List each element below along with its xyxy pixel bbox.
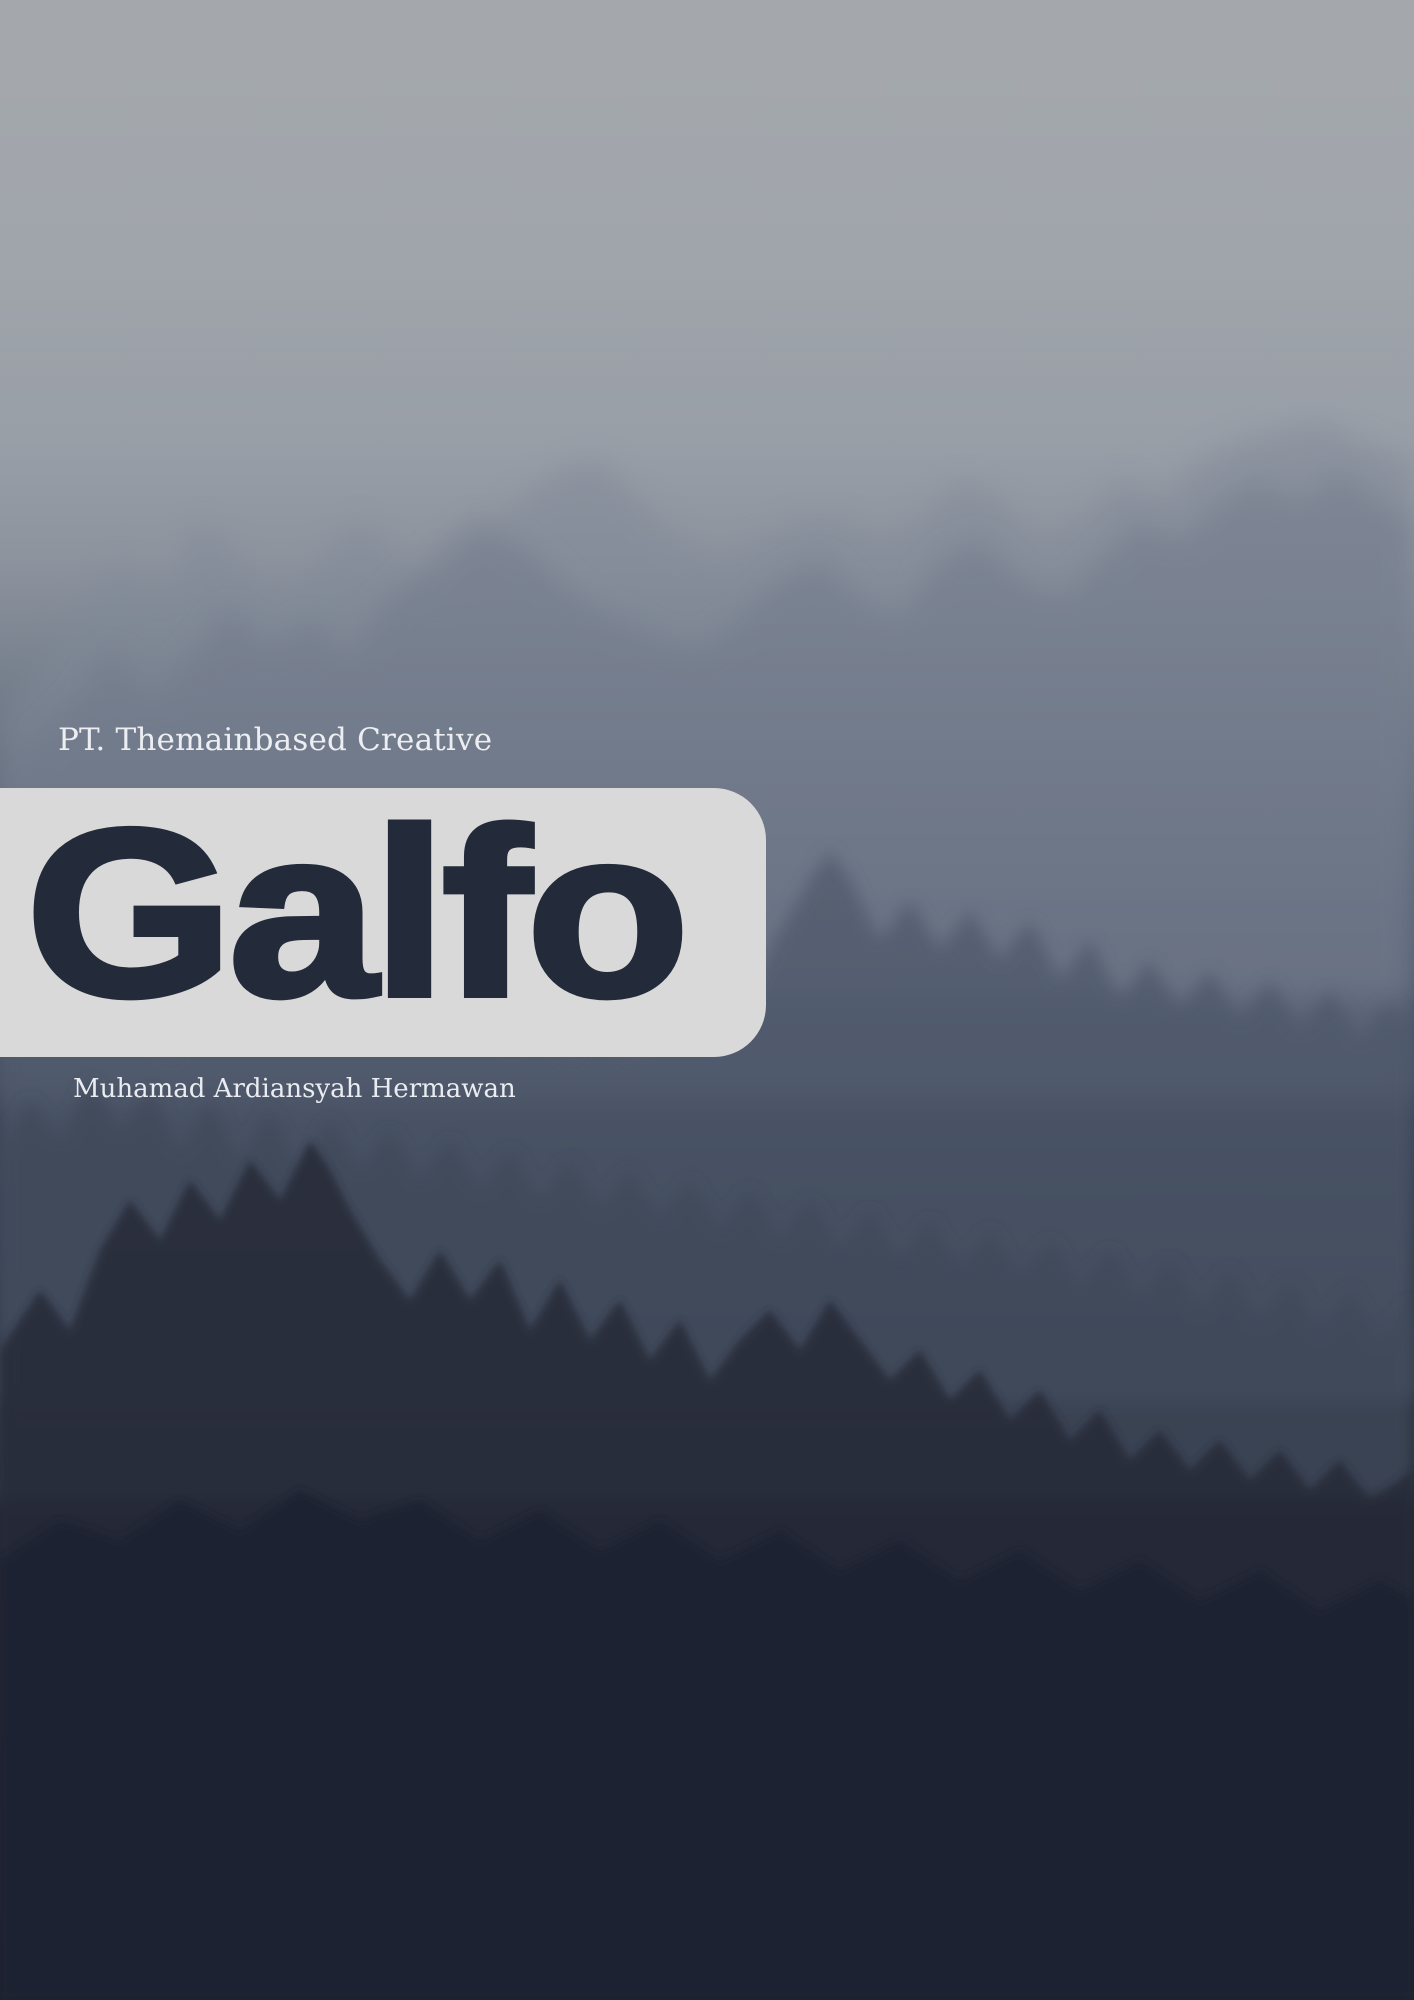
title-panel [0, 788, 766, 1057]
cover-title: Galfo [23, 781, 693, 1046]
author-name: Muhamad Ardiansyah Hermawan [73, 1074, 516, 1104]
company-name: PT. Themainbased Creative [58, 722, 493, 758]
